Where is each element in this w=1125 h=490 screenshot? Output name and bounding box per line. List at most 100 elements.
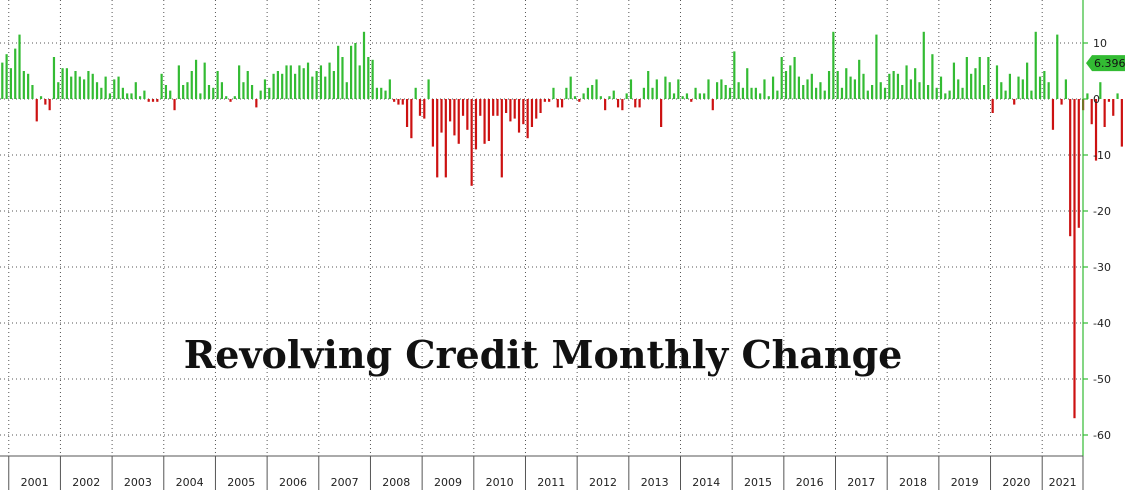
bar	[5, 54, 8, 99]
bar	[220, 82, 224, 99]
bar	[250, 85, 254, 99]
bar	[431, 99, 434, 147]
bar	[634, 99, 637, 108]
bar	[22, 71, 25, 99]
bar	[354, 43, 357, 99]
bar	[858, 59, 861, 99]
bar	[513, 99, 516, 119]
bar	[771, 76, 775, 99]
bar	[625, 93, 628, 99]
bar	[405, 99, 409, 127]
bar	[720, 79, 723, 99]
bar	[393, 99, 396, 102]
bar	[862, 73, 865, 99]
bar	[48, 99, 51, 111]
bar	[199, 93, 202, 99]
bar	[759, 93, 762, 99]
y-tick-label: -10	[1093, 149, 1111, 162]
bar	[294, 73, 297, 99]
bar	[492, 99, 495, 116]
x-tick-label: 2008	[382, 476, 410, 489]
bar	[1069, 99, 1072, 237]
bar	[698, 93, 701, 99]
bar	[746, 68, 749, 99]
bar	[470, 99, 473, 186]
bar	[233, 96, 236, 99]
bar	[578, 99, 581, 102]
bar	[427, 79, 430, 99]
bar	[1004, 90, 1007, 99]
bar	[1103, 99, 1106, 127]
bar	[345, 82, 348, 99]
bar	[156, 99, 159, 102]
x-tick-label: 2005	[227, 476, 255, 489]
bar	[789, 65, 792, 99]
bar	[690, 99, 693, 102]
bar	[74, 71, 77, 99]
bar	[358, 65, 361, 99]
bar	[535, 99, 538, 119]
bar	[707, 79, 710, 99]
chart-title: Revolving Credit Monthly Change	[184, 332, 903, 377]
x-tick-label: 2003	[124, 476, 152, 489]
bar	[901, 85, 904, 99]
bar	[948, 90, 951, 99]
bar	[763, 79, 766, 99]
y-axis: 10 0 -10 -20 -30 -40 -50 -60 6.396	[1082, 0, 1125, 456]
x-tick-label: 2007	[331, 476, 359, 489]
bar	[767, 96, 770, 99]
bar	[922, 31, 925, 99]
bar	[367, 57, 370, 99]
bar	[556, 99, 559, 108]
bar	[599, 96, 602, 99]
bar	[440, 99, 443, 133]
y-tick-label: -60	[1093, 429, 1111, 442]
bar	[78, 76, 81, 99]
bar	[349, 45, 353, 99]
bar	[793, 57, 796, 99]
bar	[1094, 99, 1098, 161]
bar	[52, 57, 56, 99]
bar	[14, 48, 17, 99]
bar	[970, 73, 973, 99]
bar	[1000, 82, 1003, 99]
bar	[487, 99, 490, 141]
bar	[65, 68, 68, 99]
bar	[225, 96, 228, 99]
bar	[728, 87, 732, 99]
bar	[780, 57, 783, 99]
bar	[285, 65, 288, 99]
bar	[918, 82, 921, 99]
bar	[961, 87, 964, 99]
bar	[95, 82, 99, 99]
bar	[500, 99, 503, 178]
bar	[866, 90, 869, 99]
bar	[87, 71, 90, 99]
bar	[1026, 62, 1029, 99]
bar	[522, 99, 525, 125]
bar	[655, 79, 658, 99]
bar	[548, 99, 551, 102]
bar	[375, 87, 379, 99]
bar	[530, 99, 534, 127]
y-tick-label: 0	[1093, 93, 1100, 106]
x-tick-label: 2009	[434, 476, 462, 489]
bar	[664, 76, 667, 99]
bar	[91, 73, 94, 99]
bar	[190, 71, 193, 99]
bar	[832, 31, 835, 99]
bar	[380, 87, 383, 99]
bar	[987, 57, 990, 99]
y-tick-label: -50	[1093, 373, 1111, 386]
bar	[836, 71, 839, 99]
bar	[483, 99, 486, 144]
x-tick-label: 2019	[951, 476, 979, 489]
bar	[100, 87, 103, 99]
bar	[573, 96, 577, 99]
x-axis: 2001 2002 2003 2004 2005 2006 2007 2008 2009 2010…	[0, 455, 1084, 490]
bar	[302, 68, 305, 99]
bar	[586, 87, 590, 99]
bar	[982, 85, 986, 99]
bar	[289, 65, 292, 99]
